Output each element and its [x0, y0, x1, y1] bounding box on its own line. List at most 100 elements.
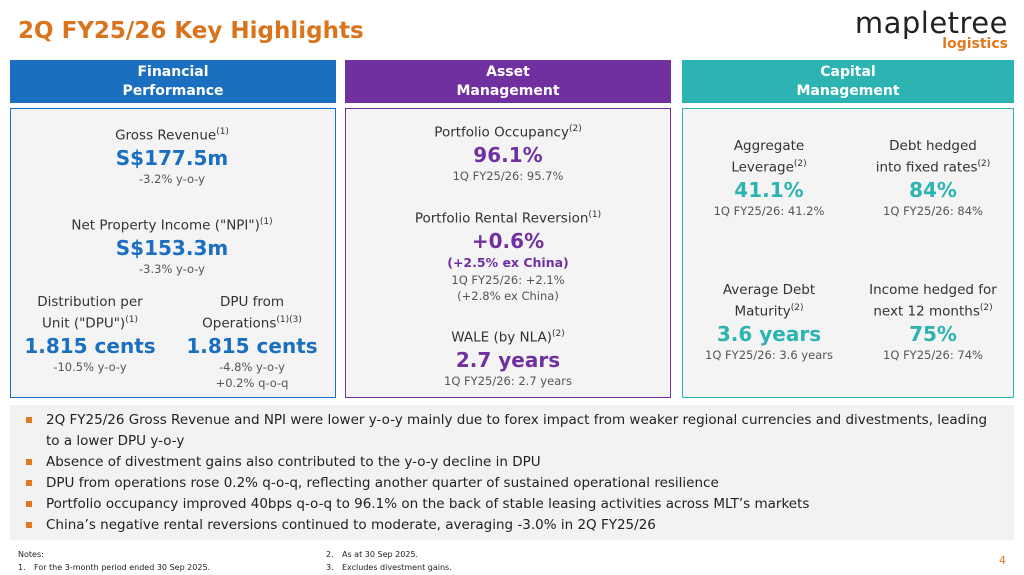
note-text: As at 30 Sep 2025. — [342, 550, 419, 559]
metric: Portfolio Occupancy(2) 96.1% 1Q FY25/26: 9… — [393, 120, 623, 184]
metric-value: +0.6% — [471, 228, 545, 253]
metric: Gross Revenue(1) S$177.5m -3.2% y-o-y — [57, 123, 287, 187]
label-text: Income hedged for — [869, 282, 997, 298]
note-text: For the 3-month period ended 30 Sep 2025… — [34, 563, 211, 572]
footnote-ref: (1) — [588, 210, 602, 220]
metric-value: 1.815 cents — [186, 333, 318, 358]
label-text: Aggregate — [733, 138, 805, 154]
bullet-text: 2Q FY25/26 Gross Revenue and NPI were lo… — [46, 412, 988, 449]
label-text: Net Property Income ("NPI") — [71, 217, 260, 234]
label-text: WALE (by NLA) — [451, 329, 552, 346]
bullet-marker — [26, 522, 32, 528]
footnote-ref: (1) — [216, 127, 229, 137]
metric-sub: 1Q FY25/26: 3.6 years — [705, 347, 833, 362]
note-num: 2. — [326, 550, 334, 559]
label-text: Portfolio Rental Reversion — [414, 210, 589, 227]
panel-heading: Capital Management — [682, 60, 1014, 103]
metric-label: next 12 months(2) — [818, 299, 1024, 321]
metric-sub: 1Q FY25/26: 74% — [883, 347, 983, 362]
bullet-text: China’s negative rental reversions conti… — [46, 517, 656, 533]
label-text: into fixed rates — [875, 159, 978, 176]
metric-label: Portfolio Rental Reversion(1) — [393, 206, 623, 228]
metric-label: Debt hedged — [818, 137, 1024, 155]
metric-label: Unit ("DPU")(1) — [0, 311, 205, 333]
bullet-marker — [26, 417, 32, 423]
bullet-text: Absence of divestment gains also contrib… — [46, 454, 541, 470]
heading-line: Financial — [137, 63, 209, 80]
label-text: Leverage — [731, 159, 794, 176]
panel-heading: Financial Performance — [10, 60, 336, 103]
bullet-area: 2Q FY25/26 Gross Revenue and NPI were lo… — [10, 405, 1014, 540]
bullet-text: Portfolio occupancy improved 40bps q-o-q… — [46, 496, 810, 512]
metric: Portfolio Rental Reversion(1) +0.6% (+2.5%… — [393, 206, 623, 304]
footnote-ref: (2) — [790, 303, 804, 313]
metric-label: WALE (by NLA)(2) — [393, 325, 623, 347]
metric-value: 2.7 years — [455, 347, 561, 372]
page-number: 4 — [999, 554, 1006, 567]
footnote-ref: (1) — [259, 217, 273, 227]
metric-sub: -10.5% y-o-y — [53, 359, 127, 374]
metric: Average Debt Maturity(2) 3.6 years 1Q FY25/… — [654, 281, 884, 363]
logo-brand: mapletree — [854, 6, 1008, 40]
label-text: Maturity — [734, 303, 791, 320]
bullet-marker — [26, 501, 32, 507]
panel-box — [10, 108, 336, 398]
metric: Aggregate Leverage(2) 41.1% 1Q FY25/26: 41.… — [654, 137, 884, 219]
bullet: Absence of divestment gains also contrib… — [26, 452, 1001, 473]
metric-label: Portfolio Occupancy(2) — [393, 120, 623, 142]
metric: Net Property Income ("NPI")(1) S$153.3m -3… — [57, 213, 287, 277]
metric-value: 41.1% — [734, 177, 804, 202]
metric-value: 96.1% — [473, 142, 543, 167]
bullet-marker — [26, 480, 32, 486]
label-text: Average Debt — [722, 282, 816, 298]
metric-sub: +0.2% q-o-q — [215, 375, 289, 390]
metric-sub: (+2.8% ex China) — [457, 288, 559, 303]
note-num: 1. — [18, 563, 26, 572]
metric-sub: 1Q FY25/26: 84% — [883, 203, 983, 218]
label-text: Portfolio Occupancy — [434, 124, 569, 141]
metric-sub: 1Q FY25/26: +2.1% — [451, 272, 565, 287]
heading-line: Management — [796, 82, 900, 99]
bullet-text: DPU from operations rose 0.2% q-o-q, ref… — [46, 475, 719, 491]
metric-label: Distribution per — [0, 293, 205, 311]
heading-line: Performance — [122, 82, 224, 99]
metric-sub: -3.2% y-o-y — [139, 171, 205, 186]
logo-sub: logistics — [942, 36, 1008, 52]
footnote-ref: (2) — [793, 159, 807, 169]
metric: Income hedged for next 12 months(2) 75% 1Q … — [818, 281, 1024, 363]
bullet-marker — [26, 459, 32, 465]
bullet: Portfolio occupancy improved 40bps q-o-q… — [26, 494, 1001, 515]
logo: mapletree logistics — [855, 6, 1008, 52]
metric-label: Income hedged for — [818, 281, 1024, 299]
metric-label: Leverage(2) — [654, 155, 884, 177]
metric-label: Aggregate — [654, 137, 884, 155]
footnote-ref: (2) — [979, 303, 993, 313]
title: 2Q FY25/26 Key Highlights — [18, 18, 364, 44]
label-text: DPU from — [219, 294, 285, 310]
bullet: 2Q FY25/26 Gross Revenue and NPI were lo… — [26, 410, 1001, 452]
heading-line: Asset — [486, 63, 530, 80]
label-text: Gross Revenue — [115, 127, 217, 144]
note: 2. As at 30 Sep 2025. — [326, 550, 418, 559]
metric-sub: -4.8% y-o-y — [219, 359, 285, 374]
metric-sub: -3.3% y-o-y — [139, 261, 205, 276]
label-text: Distribution per — [37, 294, 143, 310]
metric-value: 1.815 cents — [24, 333, 156, 358]
metric-value: 3.6 years — [716, 321, 822, 346]
metric-label: Net Property Income ("NPI")(1) — [57, 213, 287, 235]
footnote-ref: (1) — [125, 315, 138, 325]
note-text: Excludes divestment gains. — [342, 563, 452, 572]
metric-label: Gross Revenue(1) — [57, 123, 287, 145]
label-text: Unit ("DPU") — [42, 315, 126, 332]
metric-value: S$153.3m — [115, 235, 229, 260]
label-text: Debt hedged — [889, 138, 977, 154]
notes-title: Notes: — [18, 550, 44, 559]
metric: Distribution per Unit ("DPU")(1) 1.815 cen… — [0, 293, 205, 375]
panel-box — [345, 108, 671, 398]
metric-label: into fixed rates(2) — [818, 155, 1024, 177]
footnote-ref: (1)(3) — [276, 315, 302, 325]
metric-sub: 1Q FY25/26: 41.2% — [713, 203, 825, 218]
metric-label: DPU from — [137, 293, 367, 311]
footnote-ref: (2) — [977, 159, 991, 169]
